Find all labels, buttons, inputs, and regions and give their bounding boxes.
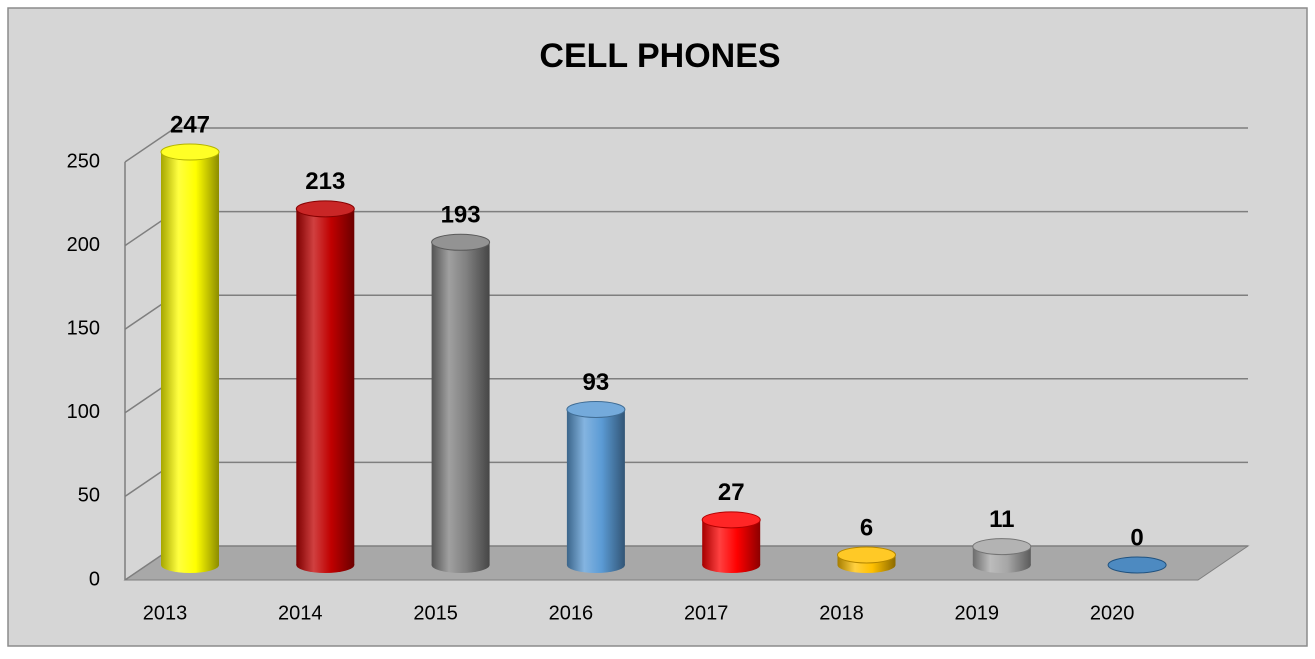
bar-top <box>1107 556 1167 574</box>
y-tick-label: 50 <box>78 485 100 507</box>
chart-area <box>7 7 1308 647</box>
value-label: 27 <box>718 479 745 506</box>
x-tick-label: 2019 <box>955 602 1000 624</box>
bar <box>296 208 355 565</box>
value-label: 0 <box>1130 524 1143 551</box>
bar <box>566 409 625 565</box>
y-tick-label: 100 <box>67 401 100 423</box>
x-tick-label: 2015 <box>413 602 458 624</box>
floor <box>123 545 1250 581</box>
chart-title: CELL PHONES <box>539 37 780 75</box>
value-label: 11 <box>989 506 1014 533</box>
x-tick-label: 2020 <box>1090 602 1135 624</box>
bar <box>161 152 219 566</box>
value-label: 247 <box>170 111 210 138</box>
bar-top <box>972 538 1032 556</box>
bar-top <box>566 401 626 419</box>
grid-line <box>124 127 1248 163</box>
bar-top <box>431 233 491 251</box>
bar-top <box>837 546 896 564</box>
y-tick-label: 250 <box>67 150 100 172</box>
x-tick-label: 2018 <box>819 602 864 624</box>
bar <box>431 242 490 565</box>
x-tick-label: 2014 <box>278 602 323 624</box>
y-tick-label: 0 <box>89 568 100 590</box>
x-tick-label: 2013 <box>143 602 188 624</box>
x-tick-label: 2016 <box>549 602 594 624</box>
y-tick-label: 200 <box>67 234 100 256</box>
value-label: 193 <box>441 202 481 229</box>
bar-top <box>160 143 220 161</box>
bar-top <box>701 511 761 529</box>
bar-top <box>295 200 355 218</box>
x-tick-label: 2017 <box>684 602 729 624</box>
value-label: 6 <box>860 514 873 541</box>
value-label: 213 <box>305 168 345 195</box>
value-label: 93 <box>583 369 610 396</box>
y-tick-label: 150 <box>67 317 100 339</box>
